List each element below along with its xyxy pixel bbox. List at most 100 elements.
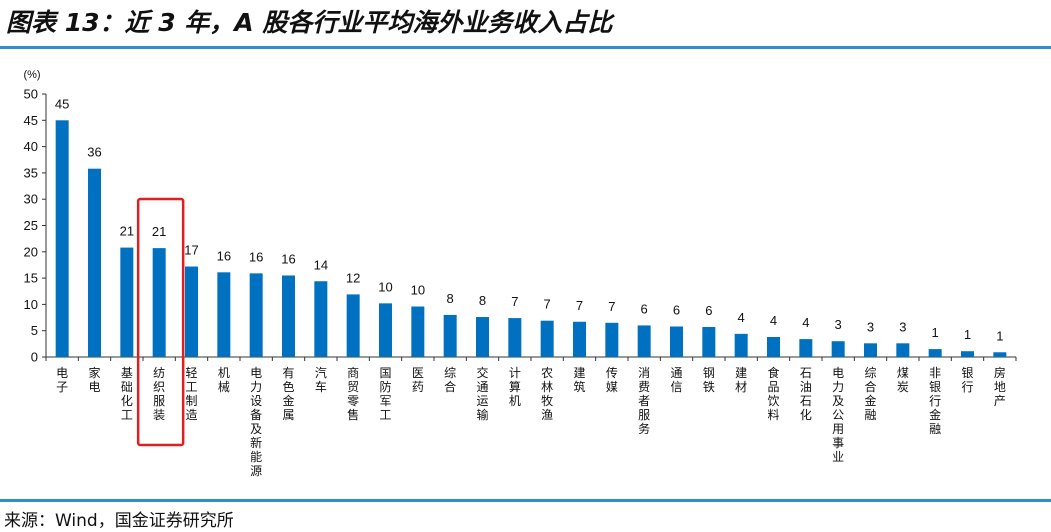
y-tick-label: 30 bbox=[24, 192, 38, 207]
bar bbox=[379, 303, 392, 357]
y-tick-label: 45 bbox=[24, 113, 38, 128]
y-tick-label: 15 bbox=[24, 271, 38, 286]
category-label: 轻工制造 bbox=[185, 366, 197, 422]
data-label: 36 bbox=[87, 145, 101, 160]
bar bbox=[152, 248, 166, 357]
category-label: 纺织服装 bbox=[153, 366, 165, 422]
category-label: 基础化工 bbox=[121, 366, 133, 422]
bar bbox=[217, 272, 231, 357]
data-label: 21 bbox=[152, 224, 166, 239]
bar bbox=[670, 326, 683, 357]
bar bbox=[443, 314, 457, 357]
data-label: 1 bbox=[996, 328, 1003, 343]
y-tick-label: 35 bbox=[24, 165, 38, 180]
bar bbox=[185, 266, 198, 357]
bar bbox=[508, 318, 522, 357]
y-tick-label: 50 bbox=[24, 87, 38, 102]
data-label: 4 bbox=[738, 310, 745, 325]
bottom-divider bbox=[0, 499, 1051, 502]
bar bbox=[831, 341, 845, 357]
bar bbox=[282, 275, 295, 357]
y-axis-unit: (%) bbox=[23, 69, 40, 81]
data-label: 7 bbox=[608, 299, 615, 314]
bar bbox=[55, 120, 69, 357]
bar bbox=[637, 325, 651, 357]
category-label: 消费者服务 bbox=[638, 366, 650, 436]
bar bbox=[88, 168, 101, 357]
category-label: 综合 bbox=[444, 366, 456, 394]
category-label: 电力设备及新能源 bbox=[250, 366, 262, 478]
category-label: 银行 bbox=[961, 366, 973, 394]
data-label: 12 bbox=[346, 270, 360, 285]
category-label: 农林牧渔 bbox=[541, 366, 553, 422]
y-tick-label: 20 bbox=[24, 244, 38, 259]
bar bbox=[993, 352, 1007, 357]
bar bbox=[476, 317, 489, 357]
data-label: 17 bbox=[184, 243, 198, 258]
category-label: 电力及公用事业 bbox=[832, 366, 844, 464]
y-tick-label: 10 bbox=[24, 297, 38, 312]
data-label: 1 bbox=[932, 325, 939, 340]
category-label: 机械 bbox=[218, 366, 230, 394]
category-label: 煤炭 bbox=[897, 366, 909, 394]
category-label: 医药 bbox=[412, 366, 424, 394]
bar-chart: (%)0510152025303540455045电子36家电21基础化工21纺… bbox=[23, 69, 1017, 478]
bar bbox=[314, 281, 328, 357]
data-label: 7 bbox=[576, 298, 583, 313]
data-label: 14 bbox=[314, 257, 328, 272]
y-tick-label: 5 bbox=[31, 323, 38, 338]
bar bbox=[799, 339, 813, 357]
bar bbox=[896, 343, 910, 357]
top-divider bbox=[0, 46, 1051, 49]
data-label: 3 bbox=[899, 319, 906, 334]
category-label: 计算机 bbox=[509, 366, 521, 408]
data-label: 6 bbox=[705, 303, 712, 318]
data-label: 16 bbox=[281, 251, 295, 266]
bar bbox=[961, 351, 974, 357]
bar bbox=[411, 306, 425, 357]
data-label: 3 bbox=[835, 317, 842, 332]
data-label: 4 bbox=[802, 315, 809, 330]
category-label: 传媒 bbox=[606, 365, 618, 394]
bar bbox=[864, 343, 877, 357]
data-label: 4 bbox=[770, 313, 777, 328]
source-note: 来源：Wind，国金证券研究所 bbox=[4, 511, 234, 531]
y-tick-label: 40 bbox=[24, 139, 38, 154]
y-tick-label: 0 bbox=[31, 350, 38, 365]
data-label: 10 bbox=[411, 283, 425, 298]
data-label: 8 bbox=[447, 291, 454, 306]
category-label: 钢铁 bbox=[703, 366, 715, 394]
bar bbox=[249, 273, 263, 357]
data-label: 7 bbox=[544, 297, 551, 312]
highlight-box bbox=[136, 197, 185, 447]
category-label: 汽车 bbox=[315, 365, 327, 394]
bar bbox=[605, 322, 619, 357]
category-label: 非银行金融 bbox=[929, 366, 941, 436]
bar bbox=[120, 247, 134, 357]
category-label: 电子 bbox=[56, 366, 68, 394]
category-label: 国防军工 bbox=[379, 366, 391, 422]
category-label: 交通运输 bbox=[476, 365, 488, 422]
data-label: 10 bbox=[378, 279, 392, 294]
category-label: 家电 bbox=[88, 365, 100, 394]
data-label: 7 bbox=[511, 294, 518, 309]
category-label: 石油石化 bbox=[800, 366, 812, 422]
data-label: 8 bbox=[479, 293, 486, 308]
category-label: 建筑 bbox=[573, 366, 585, 394]
bar bbox=[702, 327, 716, 357]
category-label: 商贸零售 bbox=[347, 365, 359, 422]
bar bbox=[928, 349, 942, 357]
data-label: 6 bbox=[673, 302, 680, 317]
category-label: 通信 bbox=[670, 366, 682, 394]
bar bbox=[540, 320, 554, 357]
data-label: 21 bbox=[120, 224, 134, 239]
bar bbox=[767, 337, 780, 357]
category-label: 建材 bbox=[735, 366, 747, 394]
bar bbox=[346, 294, 360, 357]
bar bbox=[573, 321, 586, 357]
category-label: 食品饮料 bbox=[767, 365, 779, 422]
data-label: 1 bbox=[964, 327, 971, 342]
data-label: 3 bbox=[867, 319, 874, 334]
data-label: 16 bbox=[217, 248, 231, 263]
y-tick-label: 25 bbox=[24, 218, 38, 233]
